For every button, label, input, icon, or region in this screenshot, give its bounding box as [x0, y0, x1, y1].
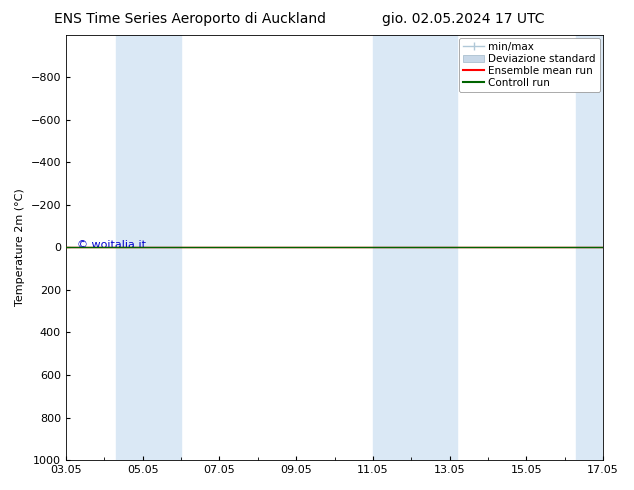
Text: © woitalia.it: © woitalia.it — [77, 240, 146, 250]
Y-axis label: Temperature 2m (°C): Temperature 2m (°C) — [15, 189, 25, 306]
Text: gio. 02.05.2024 17 UTC: gio. 02.05.2024 17 UTC — [382, 12, 544, 26]
Text: ENS Time Series Aeroporto di Auckland: ENS Time Series Aeroporto di Auckland — [54, 12, 327, 26]
Bar — [576, 35, 603, 460]
Bar — [430, 35, 457, 460]
Bar — [373, 35, 430, 460]
Legend: min/max, Deviazione standard, Ensemble mean run, Controll run: min/max, Deviazione standard, Ensemble m… — [459, 38, 600, 92]
Bar — [116, 35, 181, 460]
